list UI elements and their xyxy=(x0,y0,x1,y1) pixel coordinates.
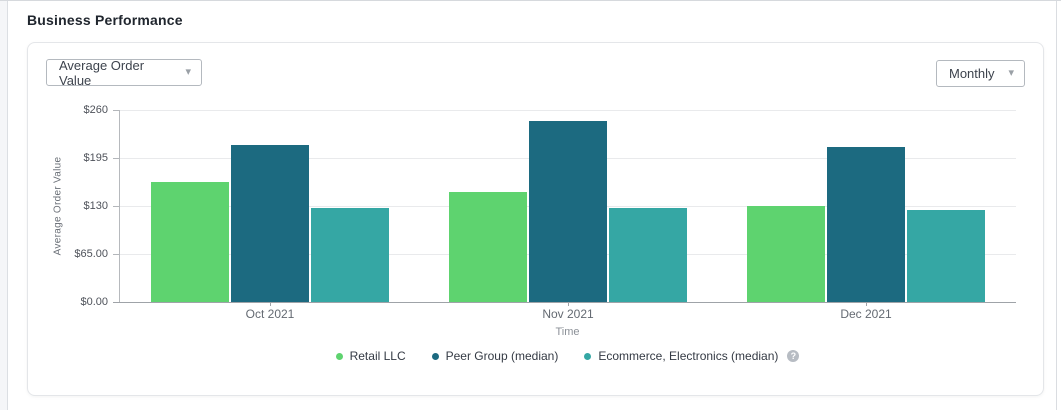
x-axis-tick xyxy=(568,302,569,306)
x-axis-title: Time xyxy=(555,326,580,338)
x-axis-label: Dec 2021 xyxy=(840,307,892,321)
bar[interactable] xyxy=(311,208,389,302)
gridline xyxy=(119,110,1016,111)
y-axis-tick-label: $195 xyxy=(83,152,108,164)
metric-dropdown[interactable]: Average Order Value ▾ xyxy=(46,57,202,88)
bar[interactable] xyxy=(231,145,309,302)
x-axis-tick xyxy=(866,302,867,306)
bar[interactable] xyxy=(747,206,825,302)
period-dropdown-value: Monthly xyxy=(949,66,995,81)
period-dropdown[interactable]: Monthly ▾ xyxy=(936,60,1025,87)
x-axis-tick xyxy=(270,302,271,306)
x-axis-line xyxy=(113,302,1016,303)
y-axis-tick xyxy=(113,158,119,159)
metric-dropdown-value: Average Order Value xyxy=(59,57,145,88)
chart: Average Order Value Time Retail LLC Peer … xyxy=(28,43,1045,397)
y-axis-tick xyxy=(113,110,119,111)
chevron-down-icon: ▾ xyxy=(1008,67,1014,79)
legend-item[interactable]: Peer Group (median) xyxy=(431,349,559,363)
y-axis-tick xyxy=(113,206,119,207)
x-axis-label: Oct 2021 xyxy=(245,307,295,321)
right-edge-divider xyxy=(1056,1,1057,410)
chart-legend: Retail LLC Peer Group (median) Ecommerce, … xyxy=(119,349,1016,363)
legend-label: Peer Group (median) xyxy=(445,349,559,363)
legend-item[interactable]: Ecommerce, Electronics (median)? xyxy=(584,349,800,363)
y-axis-tick-label: $0.00 xyxy=(80,296,108,308)
bar[interactable] xyxy=(609,208,687,302)
page-title: Business Performance xyxy=(27,12,183,28)
y-axis-line xyxy=(119,110,120,302)
left-edge-strip xyxy=(0,1,8,410)
bar[interactable] xyxy=(529,121,607,302)
y-axis-tick-label: $130 xyxy=(83,200,108,212)
legend-dot xyxy=(584,352,592,360)
legend-dot xyxy=(335,352,343,360)
y-axis-tick-label: $65.00 xyxy=(74,248,108,260)
help-icon[interactable]: ? xyxy=(787,350,800,362)
legend-item[interactable]: Retail LLC xyxy=(335,349,406,363)
bar[interactable] xyxy=(827,147,905,302)
legend-label: Retail LLC xyxy=(349,349,406,363)
legend-dot xyxy=(431,352,439,360)
legend-label: Ecommerce, Electronics (median) xyxy=(598,349,779,363)
business-performance-card: Average Order Value ▾ Monthly ▾ Average … xyxy=(27,42,1044,396)
bar[interactable] xyxy=(151,182,229,302)
y-axis-tick xyxy=(113,254,119,255)
x-axis-label: Nov 2021 xyxy=(542,307,594,321)
chevron-down-icon: ▾ xyxy=(185,66,191,78)
bar[interactable] xyxy=(907,210,985,302)
bar[interactable] xyxy=(449,192,527,302)
y-axis-tick-label: $260 xyxy=(83,104,108,116)
